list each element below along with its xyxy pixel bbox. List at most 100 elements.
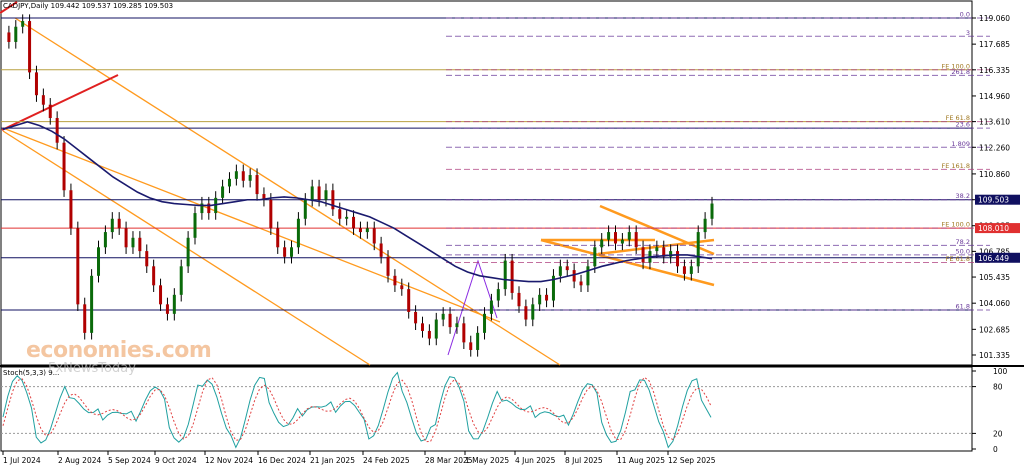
price-bar-body [207,203,211,214]
fib-level-label: FE 100.0 [941,62,970,70]
price-bar-body [62,142,66,191]
price-bar-body [696,232,700,267]
y-tick-label: 104.060 [979,299,1010,308]
price-bar-body [414,311,418,324]
stoch-header: Stoch(5,3,3) 9... [3,369,60,377]
watermark-sub: FxNewsToday [48,361,136,376]
channel-lower-line [2,130,371,366]
price-bar-body [345,216,349,219]
stoch-level-label: 0 [993,445,998,454]
price-tag-label: 109.503 [978,196,1009,205]
price-bar-body [620,239,624,244]
price-bar-body [21,21,25,27]
fib-level-label: 61.8 [956,303,970,311]
price-bar-body [531,304,535,320]
chart-header: CADJPY,Daily 109.442 109.537 109.285 109… [3,2,173,10]
fib-level-label: FE 161.8 [941,162,970,170]
price-bar-body [676,251,680,267]
price-bar-body [117,218,121,229]
series-layer [2,14,714,357]
price-bar-body [372,228,376,244]
price-bar-body [503,260,507,290]
y-tick-label: 110.860 [979,170,1010,179]
price-bar-body [496,289,500,301]
watermark-brand: economies.com [26,338,212,363]
x-tick-label: 9 Oct 2024 [155,456,197,465]
price-bar-body [296,218,300,248]
x-tick-label: 1 Jul 2024 [3,456,41,465]
price-bar-body [131,237,135,248]
stochastic-layer: 100 80 20 0 [1,367,1008,454]
price-bar-body [593,247,597,267]
price-bar-body [420,323,424,331]
price-bar-body [28,21,32,73]
price-bar-body [221,186,225,198]
symbol-label: CADJPY,Daily [3,2,49,10]
price-bar-body [69,190,73,229]
price-bar-body [517,292,521,307]
price-bar-body [358,228,362,233]
y-tick-label: 113.610 [979,118,1010,127]
x-tick-label: 4 Jun 2025 [515,456,556,465]
price-bar-body [227,178,231,187]
price-bar-body [558,266,562,276]
price-bar-body [41,95,45,105]
y-tick-label: 106.785 [979,247,1010,256]
x-tick-label: 21 Jan 2025 [310,456,355,465]
price-bar-body [538,294,542,305]
price-bar-body [338,209,342,219]
y-tick-label: 119.060 [979,14,1010,23]
fib-level-label: 23.6 [956,121,970,129]
stoch-level-label: 80 [993,383,1003,392]
price-tag [975,252,1020,263]
y-tick-label: 105.435 [979,273,1010,282]
x-tick-label: 24 Feb 2025 [363,456,410,465]
price-bar-body [710,203,714,219]
fib-level-label: 1.809 [951,140,970,148]
price-bar-body [393,275,397,286]
price-bar-body [90,275,94,333]
price-bar-body [7,32,11,42]
price-bar-body [400,285,404,290]
stoch-signal-line [2,376,712,443]
price-bar-body [241,171,245,181]
price-bar-body [262,194,266,200]
price-bar-body [669,251,673,257]
fib-level-label: FE 61.8 [946,114,970,122]
price-bar-body [179,266,183,295]
price-bar-body [655,247,659,252]
y-tick-label: 112.260 [979,143,1010,152]
price-bar-body [455,323,459,328]
stoch-level-label: 20 [993,429,1003,438]
price-bar-body [124,228,128,248]
x-tick-label: 28 Mar 2025 [425,456,473,465]
x-tick-label: 11 Aug 2025 [617,456,665,465]
price-tag-label: 106.449 [978,254,1009,263]
price-bar-body [662,247,666,257]
price-bar-body [172,294,176,314]
price-tag [975,223,1020,234]
price-tag-label: 108.010 [978,224,1009,233]
price-bar-body [165,304,169,314]
stoch-pane-frame [0,366,973,452]
channel-mid-line [2,127,501,323]
wedge-upper-line [599,204,715,256]
price-bar-body [110,218,114,233]
x-tick-label: 2 Aug 2024 [58,456,101,465]
x-tick-label: 16 Dec 2024 [258,456,306,465]
price-bar-body [407,289,411,312]
fib-level-label: 38.2 [956,192,970,200]
price-bar-body [152,266,156,286]
price-bar-body [586,266,590,286]
y-tick-label: 102.685 [979,325,1010,334]
fib-level-label: 3 [966,29,970,37]
price-bar-body [269,199,273,229]
x-tick-label: 12 Nov 2024 [205,456,253,465]
price-bar-body [634,232,638,248]
price-bar-body [255,175,259,195]
price-bar-body [462,323,466,343]
price-bar-body [565,266,569,271]
wedge-line-3 [597,238,715,256]
price-bar-body [379,243,383,257]
price-bar-body [703,218,707,233]
